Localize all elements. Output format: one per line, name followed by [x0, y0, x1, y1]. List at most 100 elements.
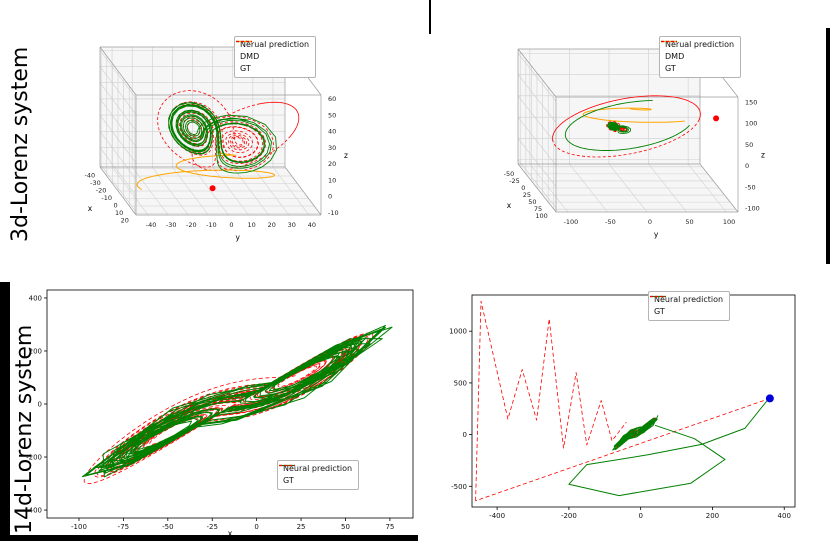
plot-canvas-2d: -100 -75 -50 -25 0 25 50 75 -400 -200 0 200 400 x — [26, 289, 414, 538]
legend-label: Neural prediction — [283, 464, 353, 473]
svg-text:20: 20 — [328, 160, 336, 168]
svg-text:-25: -25 — [509, 177, 520, 185]
svg-text:-30: -30 — [166, 221, 177, 229]
svg-text:30: 30 — [288, 221, 296, 229]
series-lines — [81, 324, 393, 485]
svg-text:100: 100 — [723, 218, 735, 226]
svg-text:-40: -40 — [85, 172, 96, 180]
plot-3d-lorenz-right: -50 -25 0 25 50 75 100 -100 -50 0 50 100 -100 -50 0 50 1… — [463, 12, 805, 264]
svg-text:-10: -10 — [328, 209, 339, 217]
row-label-3d-lorenz: 3d-Lorenz system — [8, 46, 33, 242]
svg-text:x: x — [507, 201, 512, 210]
svg-text:x: x — [88, 204, 93, 213]
crop-mark-top — [429, 0, 431, 34]
svg-text:100: 100 — [745, 120, 757, 128]
axis-tick-labels: -100 -75 -50 -25 0 25 50 75 -400 -200 0 200 400 — [26, 294, 394, 531]
svg-text:-500: -500 — [451, 483, 467, 491]
legend-label: GT — [240, 64, 251, 73]
svg-text:-50: -50 — [504, 170, 515, 178]
svg-text:500: 500 — [454, 379, 467, 387]
legend-label: DMD — [240, 52, 260, 61]
axis-name-labels: x y z — [507, 151, 765, 240]
svg-text:0: 0 — [463, 431, 467, 439]
svg-text:0: 0 — [113, 202, 117, 210]
svg-text:y: y — [236, 233, 241, 242]
svg-text:-400: -400 — [26, 507, 42, 515]
svg-text:50: 50 — [328, 111, 336, 119]
legend-item: GT — [236, 40, 309, 74]
x-axis-label: x — [228, 529, 233, 538]
series-lines — [475, 300, 771, 502]
svg-text:-200: -200 — [561, 512, 577, 520]
svg-text:25: 25 — [297, 523, 306, 531]
plot-canvas-2d: -400 -200 0 200 400 -500 0 500 1000 — [449, 294, 796, 520]
legend-item: DMD — [661, 40, 734, 62]
legend-label: Neural prediction — [654, 295, 724, 304]
legend: Neural prediction GT — [277, 460, 360, 490]
crop-mark-bottom — [0, 535, 418, 541]
svg-text:0: 0 — [745, 162, 749, 170]
svg-text:200: 200 — [706, 512, 719, 520]
svg-text:-75: -75 — [118, 523, 129, 531]
svg-text:0: 0 — [638, 512, 642, 520]
legend-label: Nerual prediction — [240, 40, 310, 49]
svg-text:-100: -100 — [563, 218, 578, 226]
legend: Nerual prediction DMD GT — [234, 36, 317, 78]
svg-text:10: 10 — [247, 221, 255, 229]
svg-text:y: y — [654, 230, 659, 239]
legend-line-sample — [279, 464, 295, 467]
legend-label: Nerual prediction — [665, 40, 735, 49]
legend-label: GT — [283, 476, 294, 485]
svg-text:-100: -100 — [745, 205, 760, 213]
svg-text:-20: -20 — [186, 221, 197, 229]
data-point-marker — [765, 394, 774, 403]
svg-text:30: 30 — [328, 144, 336, 152]
svg-text:0: 0 — [254, 523, 258, 531]
svg-text:50: 50 — [685, 218, 693, 226]
svg-text:-100: -100 — [71, 523, 87, 531]
svg-text:75: 75 — [385, 523, 394, 531]
svg-text:10: 10 — [328, 176, 336, 184]
svg-text:50: 50 — [528, 198, 536, 206]
legend-line-sample — [650, 295, 666, 298]
series-lines — [552, 95, 701, 158]
legend-label: DMD — [665, 52, 685, 61]
crop-mark-left — [0, 282, 10, 541]
svg-text:-400: -400 — [489, 512, 505, 520]
plot-14d-lorenz-left: -100 -75 -50 -25 0 25 50 75 -400 -200 0 200 400 x Neur… — [25, 280, 423, 540]
legend-label: GT — [654, 307, 665, 316]
svg-text:0: 0 — [328, 193, 332, 201]
axis-name-labels: x y z — [88, 151, 348, 242]
svg-text:z: z — [344, 151, 348, 160]
svg-text:20: 20 — [121, 217, 129, 225]
svg-text:-30: -30 — [90, 179, 101, 187]
legend: Neural prediction GT — [648, 291, 731, 321]
svg-text:-10: -10 — [206, 221, 217, 229]
plot-14d-lorenz-right: -400 -200 0 200 400 -500 0 500 1000 Neural predic… — [448, 285, 810, 533]
svg-text:200: 200 — [29, 347, 42, 355]
svg-text:-25: -25 — [207, 523, 218, 531]
svg-text:0: 0 — [648, 218, 652, 226]
series-lines — [136, 90, 300, 190]
svg-text:-10: -10 — [101, 194, 112, 202]
legend-line-sample — [661, 40, 677, 43]
svg-text:400: 400 — [29, 294, 42, 302]
svg-text:10: 10 — [115, 209, 123, 217]
svg-text:75: 75 — [534, 205, 542, 213]
legend: Nerual prediction DMD GT — [659, 36, 742, 78]
axis-tick-labels: -400 -200 0 200 400 -500 0 500 1000 — [449, 328, 791, 520]
crop-mark-right — [826, 28, 830, 264]
svg-text:0: 0 — [521, 184, 525, 192]
plot-3d-lorenz-left: -40 -30 -20 -10 0 10 20 -40 -30 -20 -10 0 10 20 30 40 -1… — [48, 12, 360, 264]
svg-text:0: 0 — [229, 221, 233, 229]
svg-text:40: 40 — [328, 128, 336, 136]
svg-text:50: 50 — [341, 523, 350, 531]
svg-text:-200: -200 — [26, 454, 42, 462]
legend-item: DMD — [236, 40, 309, 62]
axes-3d-edges — [517, 48, 739, 213]
svg-text:-50: -50 — [605, 218, 616, 226]
svg-text:60: 60 — [328, 95, 336, 103]
